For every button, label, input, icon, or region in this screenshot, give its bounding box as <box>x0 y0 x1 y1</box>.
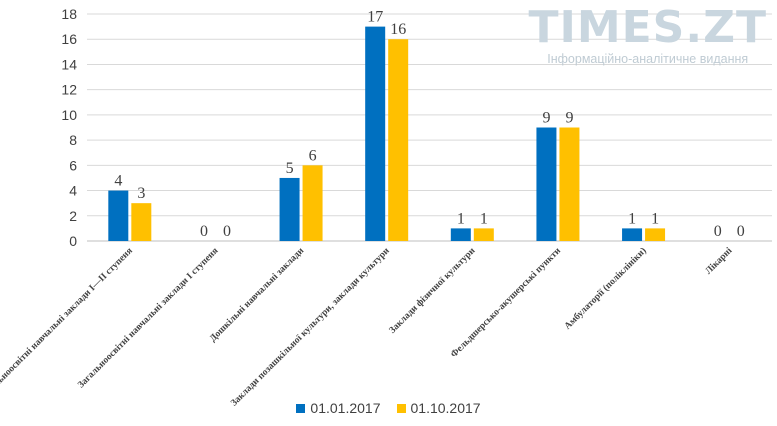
watermark-logo: TIMES.ZT Інформаційно-аналітичне видання <box>528 2 767 67</box>
y-tick-label: 4 <box>69 183 77 199</box>
y-tick-label: 12 <box>61 82 77 98</box>
legend-label-series-2: 01.10.2017 <box>410 400 481 416</box>
data-label: 0 <box>737 223 745 240</box>
chart-legend: 01.01.2017 01.10.2017 <box>0 400 777 416</box>
x-tick-label: Загальноосвітні навчальні заклади I—II с… <box>0 245 135 402</box>
bar <box>365 26 386 241</box>
bar <box>536 127 557 241</box>
y-tick-label: 2 <box>69 208 77 224</box>
y-tick-label: 6 <box>69 157 77 173</box>
data-label: 17 <box>367 9 383 26</box>
legend-item-series-1: 01.01.2017 <box>296 400 381 416</box>
data-label: 0 <box>714 223 722 240</box>
legend-item-series-2: 01.10.2017 <box>396 400 481 416</box>
bar <box>622 228 643 241</box>
legend-swatch-series-2 <box>396 403 406 413</box>
y-tick-label: 16 <box>61 31 77 47</box>
data-label: 9 <box>565 110 573 127</box>
bar <box>279 177 300 241</box>
data-label: 3 <box>137 185 145 202</box>
data-label: 9 <box>542 110 550 127</box>
data-label: 0 <box>223 223 231 240</box>
y-tick-label: 10 <box>61 107 77 123</box>
bar <box>388 39 409 241</box>
x-tick-label: Заклади фізичної культури <box>387 245 478 336</box>
legend-swatch-series-1 <box>296 403 306 413</box>
data-label: 4 <box>114 173 122 190</box>
x-tick-label: Амбулаторії (поліклініки) <box>562 245 648 331</box>
legend-label-series-1: 01.01.2017 <box>310 400 381 416</box>
bar <box>450 228 471 241</box>
y-tick-label: 8 <box>69 132 77 148</box>
bar <box>302 165 323 241</box>
watermark-title: TIMES.ZT <box>528 2 767 53</box>
bar <box>108 190 129 241</box>
bar <box>473 228 494 241</box>
data-label: 1 <box>480 210 488 227</box>
data-label: 16 <box>390 21 406 38</box>
data-label: 5 <box>286 160 294 177</box>
data-label: 1 <box>628 210 636 227</box>
y-tick-label: 14 <box>61 56 77 72</box>
x-tick-label: Дошкільні навчальні заклади <box>207 245 306 344</box>
bar <box>131 203 152 241</box>
x-tick-label: Заклади позашкільної культури, заклади к… <box>229 245 393 409</box>
data-label: 1 <box>457 210 465 227</box>
data-label: 0 <box>200 223 208 240</box>
y-tick-label: 0 <box>69 233 77 249</box>
bar <box>645 228 666 241</box>
bar <box>559 127 580 241</box>
watermark-subtitle: Інформаційно-аналітичне видання <box>547 52 749 66</box>
data-label: 6 <box>309 147 317 164</box>
data-label: 1 <box>651 210 659 227</box>
x-tick-label: Загальноосвітні навчальні заклади I ступ… <box>76 245 221 390</box>
y-tick-label: 18 <box>61 6 77 22</box>
x-tick-label: Лікарні <box>703 245 735 277</box>
